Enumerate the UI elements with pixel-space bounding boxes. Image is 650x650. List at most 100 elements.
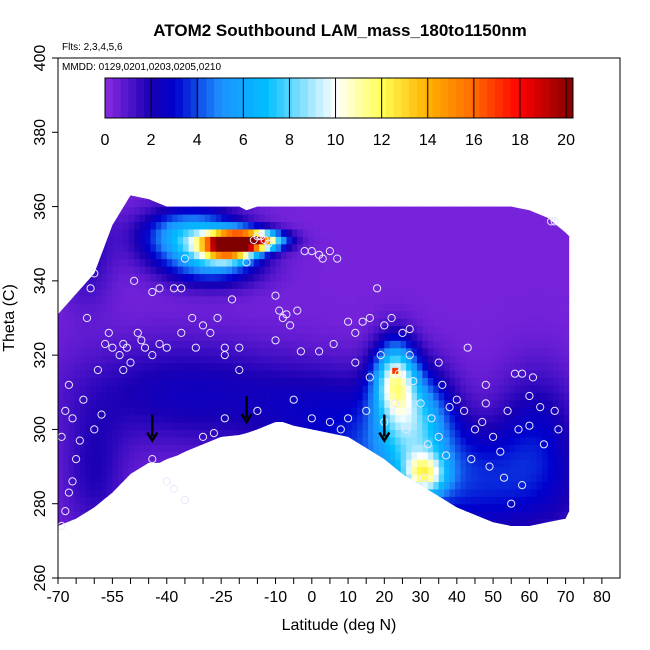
heatmap-cell [476,459,483,468]
heatmap-cells [58,195,570,526]
heatmap-cell [172,444,179,453]
heatmap-cell [226,436,233,445]
heatmap-cell [237,370,244,379]
heatmap-cell [286,407,293,416]
heatmap-cell [542,474,549,483]
heatmap-cell [139,195,146,200]
heatmap-cell [455,429,462,438]
heatmap-cell [476,266,483,275]
heatmap-cell [259,422,266,431]
heatmap-cell [297,303,304,312]
heatmap-cell [79,422,86,431]
heatmap-cell [90,451,97,460]
heatmap-cell [172,384,179,393]
heatmap-cell [319,399,326,408]
heatmap-cell [449,481,456,490]
heatmap-cell [204,266,211,275]
heatmap-cell [324,251,331,260]
heatmap-cell [558,228,565,237]
heatmap-cell [291,236,298,245]
heatmap-cell [471,206,478,215]
heatmap-cell [199,288,206,297]
heatmap-cell [74,340,81,349]
heatmap-cell [215,407,222,416]
heatmap-cell [351,384,358,393]
heatmap-cell [106,303,113,312]
heatmap-cell [63,414,70,423]
heatmap-cell [449,310,456,319]
heatmap-cell [357,251,364,260]
heatmap-cell [455,280,462,289]
heatmap-cell [155,318,162,327]
heatmap-cell [188,243,195,252]
heatmap-cell [509,511,516,520]
heatmap-cell [161,221,168,230]
heatmap-cell [145,384,152,393]
heatmap-cell [280,332,288,341]
heatmap-cell [232,295,239,304]
heatmap-cell [357,429,364,438]
heatmap-cell [145,214,152,223]
heatmap-cell [270,295,277,304]
heatmap-cell [498,436,505,445]
heatmap-cell [411,399,418,408]
heatmap-cell [476,243,483,252]
colorbar-tick-label: 20 [557,132,575,149]
heatmap-cell [362,303,369,312]
heatmap-cell [275,325,282,334]
heatmap-cell [471,258,478,267]
heatmap-cell [460,295,467,304]
heatmap-cell [188,258,195,267]
flight-point [409,377,418,386]
heatmap-cell [514,488,521,497]
heatmap-cell [514,392,521,401]
heatmap-cell [335,377,342,386]
heatmap-cell [471,496,478,505]
heatmap-cell [123,332,130,341]
heatmap-cell [242,243,249,252]
heatmap-cell [395,392,402,401]
heatmap-cell [373,214,380,223]
heatmap-cell [498,221,505,230]
y-tick-label: 300 [32,416,49,443]
heatmap-cell [242,295,249,304]
colorbar-segment [292,78,301,118]
heatmap-cell [362,407,369,416]
heatmap-cell [498,392,505,401]
heatmap-cell [351,340,358,349]
heatmap-cell [264,347,271,356]
heatmap-cell [362,206,369,215]
x-tick-label: 80 [593,589,611,606]
heatmap-cell [503,503,511,512]
heatmap-cell [308,206,315,215]
heatmap-cell [280,243,288,252]
heatmap-cell [237,273,244,282]
heatmap-cell [455,251,462,260]
heatmap-cell [476,206,483,215]
heatmap-cell [552,228,559,237]
colorbar-tick-label: 14 [419,132,437,149]
heatmap-cell [378,295,385,304]
heatmap-cell [368,303,375,312]
heatmap-cell [188,236,195,245]
flight-point [104,328,113,337]
heatmap-cell [563,355,570,364]
heatmap-cell [514,474,521,483]
heatmap-cell [444,288,451,297]
heatmap-cell [395,347,402,356]
heatmap-cell [460,273,467,282]
heatmap-cell [498,310,505,319]
heatmap-cell [329,206,336,215]
heatmap-cell [63,332,70,341]
colorbar-tick-label: 18 [511,132,529,149]
heatmap-cell [378,288,385,297]
heatmap-cell [134,436,141,445]
heatmap-cell [313,199,320,208]
heatmap-cell [128,199,135,208]
heatmap-cell [395,466,402,475]
heatmap-cell [444,295,451,304]
heatmap-cell [493,251,500,260]
heatmap-cell [319,228,326,237]
heatmap-cell [531,236,538,245]
heatmap-cell [275,362,282,371]
